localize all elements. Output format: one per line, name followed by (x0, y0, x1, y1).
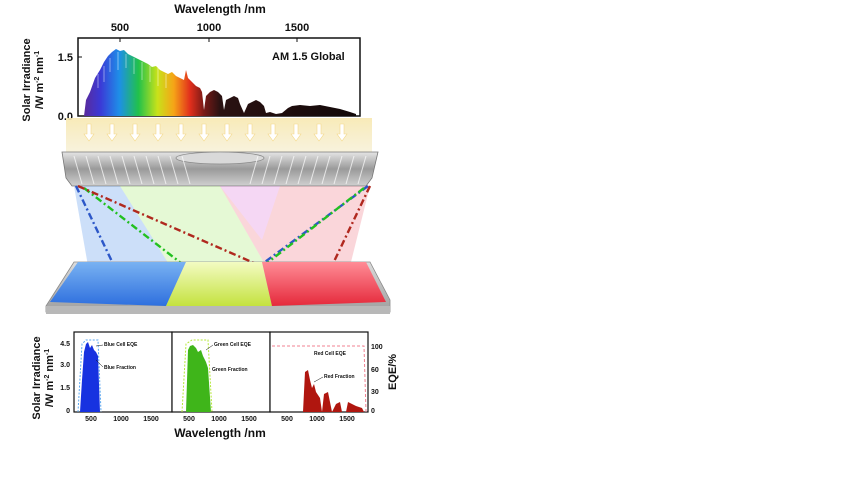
down-arrow-icon (83, 123, 95, 142)
blue-eqe-label: Blue Cell EQE (104, 342, 138, 348)
top-x-ticks: 500 1000 1500 (111, 22, 309, 42)
red-panel: Red Cell EQE Red Fraction (269, 331, 369, 413)
bottom-x-ticks: 500 1000 1500 500 1000 1500 500 1000 150… (85, 416, 355, 423)
red-ray-right (328, 185, 372, 271)
right-tick-0: 0 (371, 408, 375, 415)
bottom-y-ticks-left: 0 1.5 3.0 4.5 (60, 341, 70, 415)
top-spectrum-absorption-lines (97, 52, 167, 88)
bottom-y-tick-4-5: 4.5 (60, 341, 70, 348)
down-arrow-icon (290, 123, 302, 142)
blue-cell (50, 262, 186, 306)
green-light-cone (120, 186, 320, 266)
top-spectrum-chart: Wavelength /nm Solar Irradiance /W m-2 n… (21, 2, 361, 123)
right-tick-30: 30 (371, 389, 379, 396)
green-x-tick-500: 500 (183, 416, 195, 423)
bottom-y-axis-title-line2: /W m-2 nm-1 (44, 349, 56, 407)
blue-fraction-fill (80, 342, 100, 412)
top-spectrum-area (84, 49, 356, 116)
bottom-y-unit-sup2: -1 (44, 349, 51, 355)
bottom-y-tick-3-0: 3.0 (60, 362, 70, 369)
bottom-cell-charts: Solar Irradiance /W m-2 nm-1 0 1.5 3.0 4… (31, 331, 399, 440)
top-legend-label: AM 1.5 Global (272, 51, 345, 63)
solar-cell-slab (45, 261, 391, 314)
blue-light-cone (74, 186, 220, 266)
beam-rays (74, 184, 372, 272)
right-axis-title-text: EQE/% (387, 354, 399, 390)
green-x-tick-1000: 1000 (211, 416, 227, 423)
blue-x-tick-1000: 1000 (113, 416, 129, 423)
incident-light-band (66, 118, 372, 152)
green-fraction-fill (186, 345, 211, 412)
blue-x-tick-500: 500 (85, 416, 97, 423)
red-fraction-fill (303, 370, 364, 412)
bottom-right-axis-title: EQE/% (387, 354, 399, 390)
green-ray-right (257, 187, 365, 271)
bottom-y-axis-title-line1: Solar Irradiance (31, 336, 43, 419)
top-y-axis-title: Solar Irradiance /W m-2 nm-1 (21, 38, 46, 121)
green-eqe-label: Green Cell EQE (214, 342, 252, 348)
bottom-x-axis-title: Wavelength /nm (174, 426, 266, 440)
top-y-unit-sup: -2 (34, 77, 41, 83)
down-arrow-icon (244, 123, 256, 142)
down-arrow-icon (267, 123, 279, 142)
down-arrow-icon (313, 123, 325, 142)
fresnel-lens-icon (61, 151, 379, 187)
down-arrow-icon (175, 123, 187, 142)
down-arrow-icons (83, 123, 348, 142)
bottom-y-unit-base: /W m (44, 381, 56, 407)
top-y-axis-title-line2: /W m-2 nm-1 (34, 51, 46, 109)
blue-x-tick-1500: 1500 (143, 416, 159, 423)
top-y-unit-tail: nm (34, 57, 46, 77)
top-y-unit-base: /W m (34, 83, 46, 109)
red-eqe-curve (272, 345, 367, 413)
down-arrow-icon (221, 123, 233, 142)
down-arrow-icon (106, 123, 118, 142)
bottom-y-tick-1-5: 1.5 (60, 385, 70, 392)
top-y-axis-title-line1: Solar Irradiance (21, 38, 33, 121)
red-x-tick-1000: 1000 (309, 416, 325, 423)
green-cell (166, 262, 272, 306)
green-eqe-curve (181, 339, 213, 413)
red-cell (262, 262, 386, 306)
split-light-cones (74, 186, 370, 266)
top-y-unit-sup2: -1 (34, 51, 41, 57)
down-arrow-icon (336, 123, 348, 142)
down-arrow-icon (129, 123, 141, 142)
red-fraction-label: Red Fraction (324, 374, 355, 380)
green-fraction-label: Green Fraction (212, 367, 248, 373)
red-light-cone (220, 186, 370, 266)
top-y-tick-1-5: 1.5 (58, 52, 73, 64)
blue-panel: Blue Cell EQE Blue Fraction (73, 331, 173, 413)
right-tick-60: 60 (371, 367, 379, 374)
top-x-tick-1500: 1500 (285, 22, 309, 34)
top-x-tick-500: 500 (111, 22, 129, 34)
top-x-axis-title: Wavelength /nm (174, 2, 266, 16)
green-ray-left (83, 187, 191, 271)
bottom-y-unit-tail: nm (44, 355, 56, 375)
green-panel: Green Cell EQE Green Fraction (171, 331, 271, 413)
bottom-y-axis-title: Solar Irradiance /W m-2 nm-1 (31, 336, 56, 419)
blue-eqe-curve (77, 339, 102, 413)
blue-fraction-label: Blue Fraction (104, 365, 136, 371)
down-arrow-icon (198, 123, 210, 142)
down-arrow-icon (152, 123, 164, 142)
bottom-y-unit-sup: -2 (44, 375, 51, 381)
bottom-y-tick-0: 0 (66, 408, 70, 415)
right-tick-100: 100 (371, 344, 383, 351)
top-legend: AM 1.5 Global (244, 51, 345, 63)
top-x-tick-1000: 1000 (197, 22, 221, 34)
red-ray-left (77, 184, 271, 272)
red-x-tick-1500: 1500 (339, 416, 355, 423)
blue-ray-left (74, 185, 118, 271)
red-eqe-label: Red Cell EQE (314, 351, 347, 357)
green-x-tick-1500: 1500 (241, 416, 257, 423)
pink-overlap (220, 186, 280, 240)
red-x-tick-500: 500 (281, 416, 293, 423)
bottom-y-ticks-right: 0 30 60 100 (371, 344, 383, 415)
